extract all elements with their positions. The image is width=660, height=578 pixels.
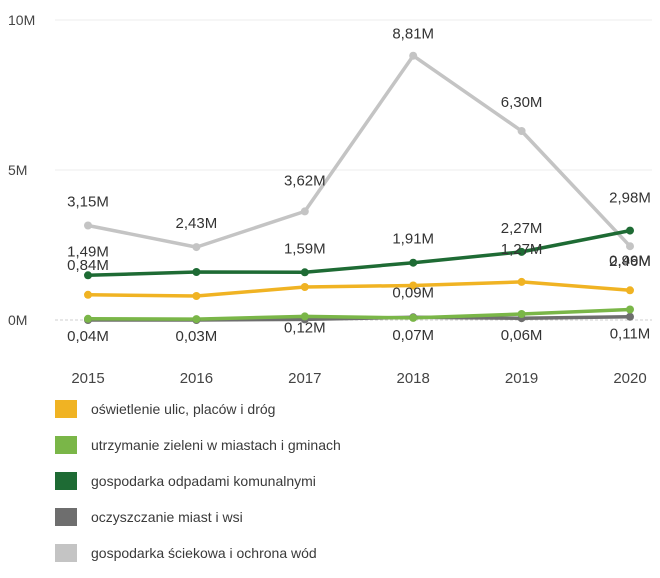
legend-label: utrzymanie zieleni w miastach i gminach [91,437,341,453]
data-label: 1,27M [501,241,543,258]
legend-item[interactable]: gospodarka odpadami komunalnymi [55,470,341,492]
data-label: 0,07M [392,327,434,344]
legend-label: gospodarka ściekowa i ochrona wód [91,545,317,561]
legend-item[interactable]: oczyszczanie miast i wsi [55,506,341,528]
legend-label: oczyszczanie miast i wsi [91,509,243,525]
data-label: 6,30M [501,94,543,111]
x-axis-ticks: 2015 2016 2017 2018 2019 2020 [71,370,646,387]
data-label: 2,46M [609,253,651,270]
data-point [300,268,309,277]
legend-item[interactable]: oświetlenie ulic, placów i dróg [55,398,341,420]
data-label: 3,15M [67,194,109,211]
legend-item[interactable]: gospodarka ściekowa i ochrona wód [55,542,341,564]
data-point [626,305,634,314]
data-point [626,242,634,251]
data-point [300,283,309,291]
data-point [517,277,526,286]
data-label: 0,84M [67,257,109,274]
y-axis-ticks: 0M 5M 10M [8,12,35,328]
x-tick-label: 2018 [397,370,430,387]
data-point [84,221,92,230]
y-tick-label: 5M [8,162,27,178]
data-point [192,292,201,300]
data-label: 0,12M [284,319,326,336]
legend-swatch [55,436,77,454]
x-tick-label: 2017 [288,370,321,387]
data-labels: 0,84M 1,27M 0,99M 0,04M 0,03M 0,12M 0,07M 1,49M… [67,26,651,345]
y-tick-label: 0M [8,312,27,328]
data-point [84,271,92,280]
series-points [84,51,634,324]
x-tick-label: 2015 [71,370,104,387]
series-line [86,307,632,321]
data-point [409,313,418,322]
x-tick-label: 2020 [613,370,646,387]
data-point [192,268,201,276]
data-point [300,207,309,216]
data-label: 1,59M [284,240,326,257]
legend: oświetlenie ulic, placów i dróg utrzyman… [55,398,341,578]
data-point [517,247,526,256]
x-tick-label: 2019 [505,370,538,387]
legend-label: oświetlenie ulic, placów i dróg [91,401,276,417]
data-point [517,127,526,135]
data-label: 0,09M [392,284,434,301]
data-point [409,281,418,290]
gridlines [55,19,652,321]
data-point [409,51,418,60]
data-point [517,310,526,318]
data-label: 8,81M [392,26,434,43]
series-lines [86,53,632,322]
data-point [300,312,309,321]
y-tick-label: 10M [8,12,35,28]
data-point [192,315,201,324]
legend-swatch [55,400,77,418]
series-line [86,228,632,278]
data-label: 2,43M [176,215,218,232]
data-label: 0,06M [501,327,543,344]
legend-label: gospodarka odpadami komunalnymi [91,473,316,489]
data-label: 0,11M [610,326,651,343]
data-point [84,290,92,299]
data-point [84,314,92,323]
data-point [626,312,634,321]
data-point [192,243,201,252]
data-label: 1,91M [392,231,434,248]
legend-swatch [55,544,77,562]
data-label: 3,62M [284,172,326,189]
data-point [409,258,418,267]
series-line [86,53,632,249]
data-label: 1,49M [67,243,109,260]
series-line [86,280,632,298]
data-point [626,226,634,235]
x-tick-label: 2016 [180,370,213,387]
data-label: 2,98M [609,190,651,207]
legend-swatch [55,508,77,526]
legend-swatch [55,472,77,490]
data-label: 0,99M [609,252,651,269]
data-label: 0,03M [176,328,218,345]
legend-item[interactable]: utrzymanie zieleni w miastach i gminach [55,434,341,456]
data-label: 0,04M [67,328,109,345]
data-point [626,286,634,295]
data-label: 2,27M [501,220,543,237]
